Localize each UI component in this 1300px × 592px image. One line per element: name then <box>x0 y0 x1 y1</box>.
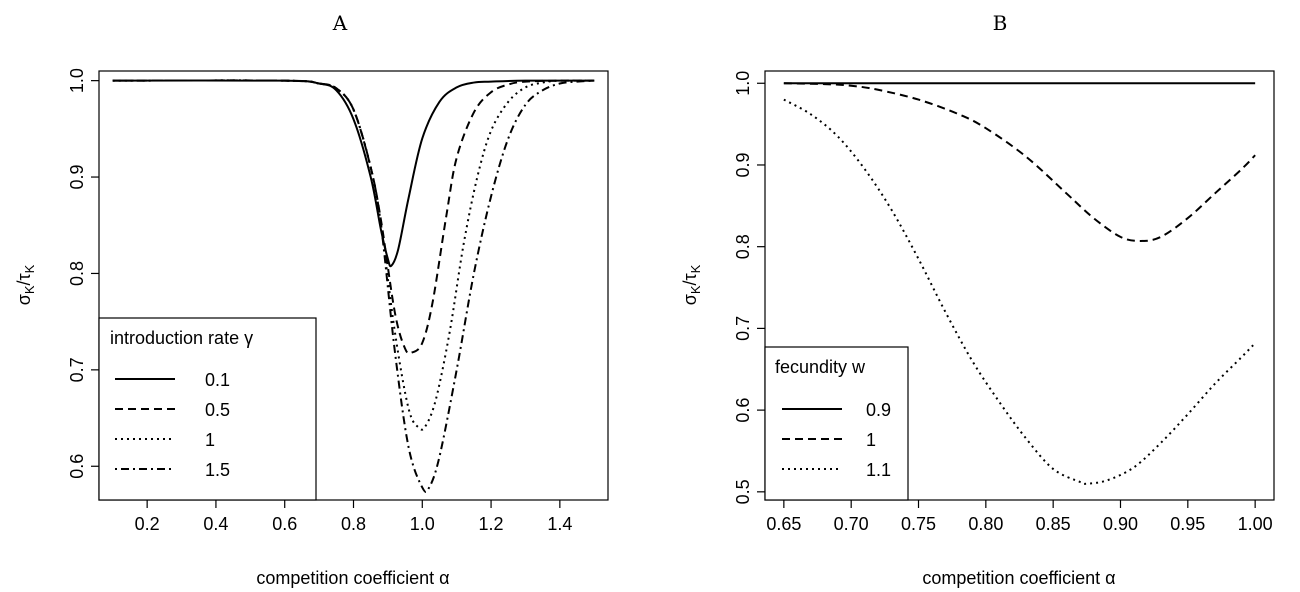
x-tick-label: 0.85 <box>1036 514 1071 534</box>
panel-b-legend-box <box>764 346 909 501</box>
y-tick-label: 1.0 <box>733 71 753 96</box>
y-tick-label: 0.8 <box>733 234 753 259</box>
legend-b-label-1: 1 <box>866 430 876 450</box>
y-tick-label: 0.7 <box>733 316 753 341</box>
panel-b-y-label: σK/τK <box>680 264 703 305</box>
x-tick-label: 0.2 <box>135 514 160 534</box>
panel-a-series <box>112 79 595 493</box>
panel-a-legend-title: introduction rate γ <box>110 328 253 348</box>
series-line-dotted <box>783 98 1256 485</box>
panel-b: B 0.65 0.70 0.75 0.80 0.85 0.90 0.95 1.00 0.50.… <box>680 11 1275 588</box>
series-line-dashed <box>783 82 1256 242</box>
x-tick-label: 0.8 <box>341 514 366 534</box>
y-tick-label: 0.8 <box>67 261 87 286</box>
legend-b-label-2: 1.1 <box>866 460 891 480</box>
x-tick-label: 0.65 <box>766 514 801 534</box>
x-tick-label: 0.6 <box>272 514 297 534</box>
y-tick-label: 1.0 <box>67 68 87 93</box>
panel-b-legend: fecundity w 0.9 1 1.1 <box>764 346 909 501</box>
series-line-dashdot <box>112 79 595 493</box>
panel-b-x-label: competition coefficient α <box>922 568 1115 588</box>
panel-a-title: A <box>332 11 348 35</box>
x-tick-label: 0.70 <box>834 514 869 534</box>
legend-a-label-2: 1 <box>205 430 215 450</box>
y-tick-label: 0.9 <box>67 165 87 190</box>
y-tick-label: 0.6 <box>733 398 753 423</box>
panel-b-y-ticks: 0.5 0.6 0.7 0.8 0.9 1.0 <box>733 71 765 504</box>
y-tick-label: 0.7 <box>67 357 87 382</box>
x-tick-label: 0.80 <box>968 514 1003 534</box>
panel-a-x-label: competition coefficient α <box>256 568 449 588</box>
x-tick-label: 1.4 <box>547 514 572 534</box>
panel-b-title: B <box>993 11 1008 35</box>
y-tick-label: 0.5 <box>733 479 753 504</box>
y-tick-label: 0.6 <box>67 454 87 479</box>
legend-b-label-0: 0.9 <box>866 400 891 420</box>
y-tick-label: 0.9 <box>733 152 753 177</box>
panel-b-plot-frame <box>764 70 1275 501</box>
x-tick-label: 0.90 <box>1103 514 1138 534</box>
panel-b-legend-title: fecundity w <box>775 357 866 377</box>
x-tick-label: 0.75 <box>901 514 936 534</box>
x-tick-label: 1.2 <box>479 514 504 534</box>
series-line-dashed <box>112 79 595 355</box>
panel-a-x-ticks: 0.2 0.4 0.6 0.8 1.0 1.2 1.4 <box>135 500 572 534</box>
legend-a-label-3: 1.5 <box>205 460 230 480</box>
panel-a-y-label: σK/τK <box>14 264 37 305</box>
x-tick-label: 0.95 <box>1170 514 1205 534</box>
panel-a-y-ticks: 0.6 0.7 0.8 0.9 1.0 <box>67 68 99 479</box>
legend-a-label-0: 0.1 <box>205 370 230 390</box>
panel-a-legend: introduction rate γ 0.1 0.5 1 1.5 <box>98 317 317 501</box>
panel-a: A 0.2 0.4 0.6 0.8 1.0 1.2 1.4 0.60.70.80.91.0 … <box>14 11 609 588</box>
x-tick-label: 1.00 <box>1238 514 1273 534</box>
panel-b-series <box>783 82 1256 485</box>
panel-b-x-ticks: 0.65 0.70 0.75 0.80 0.85 0.90 0.95 1.00 <box>766 500 1273 534</box>
x-tick-label: 0.4 <box>203 514 228 534</box>
x-tick-label: 1.0 <box>410 514 435 534</box>
legend-a-label-1: 0.5 <box>205 400 230 420</box>
